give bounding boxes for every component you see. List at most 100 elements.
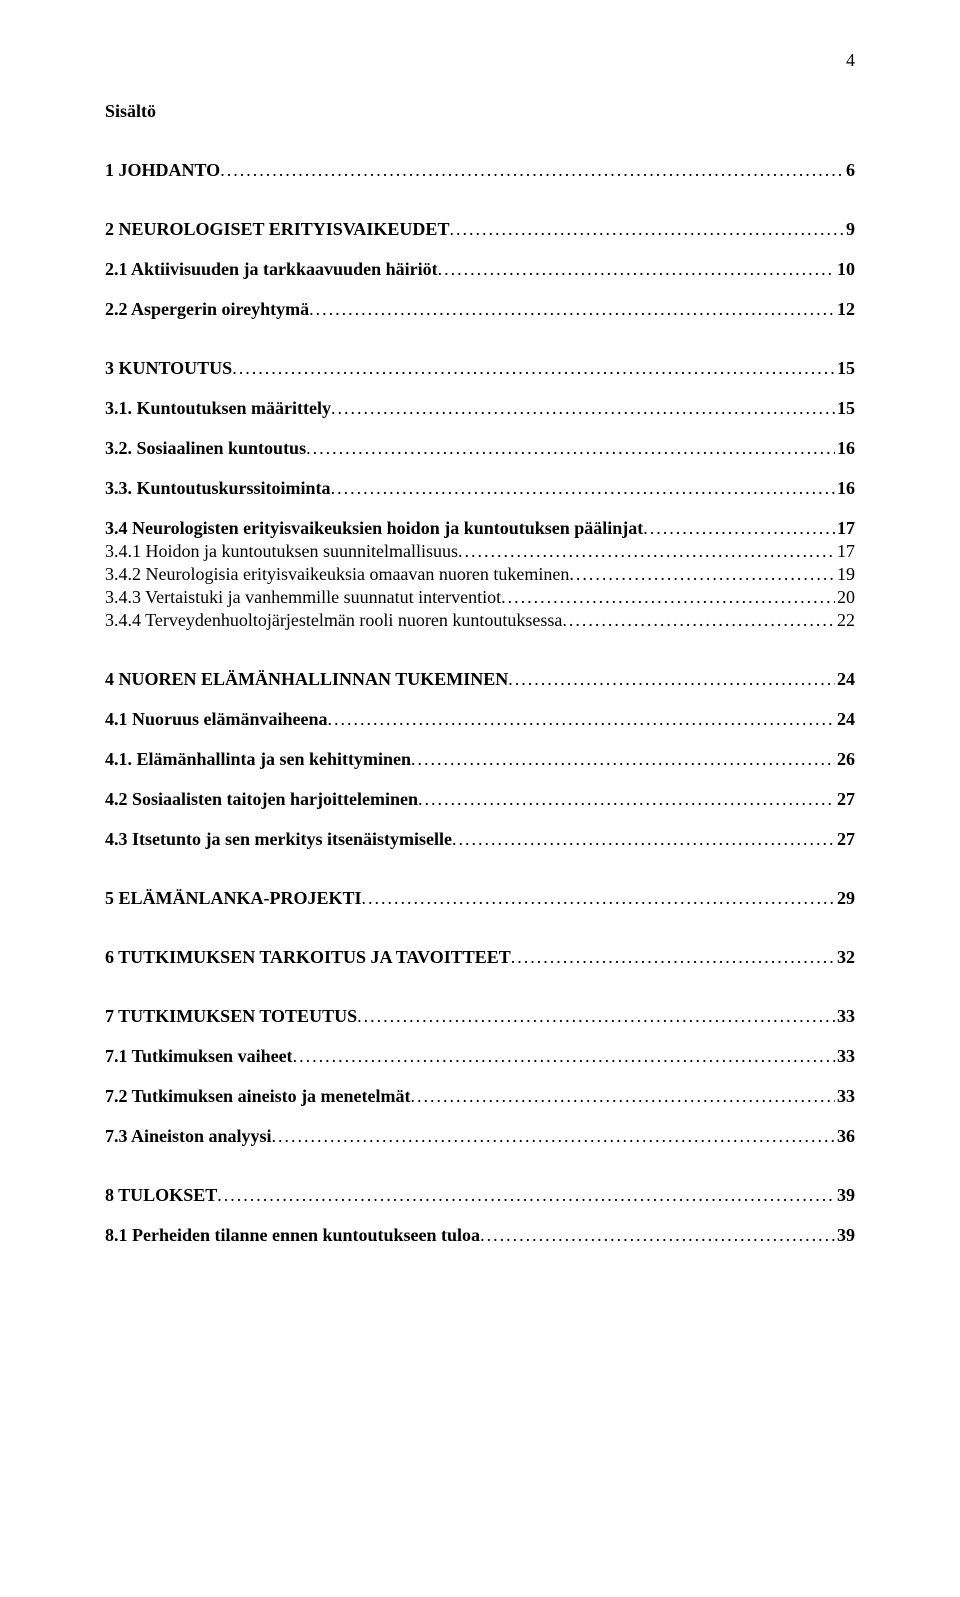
toc-entry-label: 4 NUOREN ELÄMÄNHALLINNAN TUKEMINEN <box>105 669 508 690</box>
toc-entry-label: 2.1 Aktiivisuuden ja tarkkaavuuden häiri… <box>105 259 438 280</box>
toc-entry-label: 8.1 Perheiden tilanne ennen kuntoutuksee… <box>105 1225 480 1246</box>
toc-entry-page: 24 <box>835 709 855 730</box>
toc-entry-label: 4.1. Elämänhallinta ja sen kehittyminen <box>105 749 411 770</box>
toc-entry-label: 3.4.3 Vertaistuki ja vanhemmille suunnat… <box>105 587 501 608</box>
toc-entry: 7.3 Aineiston analyysi 36 <box>105 1126 855 1147</box>
page-number: 4 <box>105 50 855 71</box>
toc-entry-page: 36 <box>835 1126 855 1147</box>
toc-entry: 3.3. Kuntoutuskurssitoiminta16 <box>105 478 855 499</box>
toc-leader-dots <box>411 749 835 770</box>
toc-entry-page: 33 <box>835 1086 855 1107</box>
toc-entry: 4.1 Nuoruus elämänvaiheena 24 <box>105 709 855 730</box>
toc-entry-label: 4.1 Nuoruus elämänvaiheena <box>105 709 328 730</box>
toc-entry-label: 6 TUTKIMUKSEN TARKOITUS JA TAVOITTEET <box>105 947 511 968</box>
toc-leader-dots <box>220 160 844 181</box>
toc-entry-page: 33 <box>835 1006 855 1027</box>
toc-entry-page: 12 <box>835 299 855 320</box>
toc-entry-page: 39 <box>835 1185 855 1206</box>
toc-entry: 7 TUTKIMUKSEN TOTEUTUS 33 <box>105 1006 855 1027</box>
toc-leader-dots <box>328 709 835 730</box>
toc-leader-dots <box>217 1185 835 1206</box>
toc-entry: 4.2 Sosiaalisten taitojen harjoittelemin… <box>105 789 855 810</box>
toc-leader-dots <box>331 398 835 419</box>
toc-title: Sisältö <box>105 101 855 122</box>
toc-entry-page: 22 <box>835 610 855 631</box>
toc-leader-dots <box>438 259 835 280</box>
toc-entry-label: 3.4.2 Neurologisia erityisvaikeuksia oma… <box>105 564 569 585</box>
toc-entry-page: 17 <box>835 541 855 562</box>
toc-leader-dots <box>357 1006 835 1027</box>
toc-leader-dots <box>362 888 835 909</box>
toc-entry: 6 TUTKIMUKSEN TARKOITUS JA TAVOITTEET 32 <box>105 947 855 968</box>
toc-entry-label: 5 ELÄMÄNLANKA-PROJEKTI <box>105 888 362 909</box>
toc-entry: 2.1 Aktiivisuuden ja tarkkaavuuden häiri… <box>105 259 855 280</box>
toc-entry-label: 2.2 Aspergerin oireyhtymä <box>105 299 309 320</box>
toc-entry-label: 3.4.4 Terveydenhuoltojärjestelmän rooli … <box>105 610 562 631</box>
toc-entry-page: 15 <box>835 358 855 379</box>
toc-entry: 4.3 Itsetunto ja sen merkitys itsenäisty… <box>105 829 855 850</box>
toc-entry: 3 KUNTOUTUS 15 <box>105 358 855 379</box>
toc-entry-page: 27 <box>835 829 855 850</box>
toc-entry-label: 7.2 Tutkimuksen aineisto ja menetelmät <box>105 1086 411 1107</box>
toc-entry-label: 4.3 Itsetunto ja sen merkitys itsenäisty… <box>105 829 452 850</box>
toc-leader-dots <box>508 669 835 690</box>
toc-entry-page: 26 <box>835 749 855 770</box>
toc-entry-label: 3.3. Kuntoutuskurssitoiminta <box>105 478 331 499</box>
toc-entry-page: 6 <box>844 160 855 181</box>
toc-entry-page: 9 <box>844 219 855 240</box>
toc-entry: 4 NUOREN ELÄMÄNHALLINNAN TUKEMINEN 24 <box>105 669 855 690</box>
toc-entry-page: 17 <box>835 518 855 539</box>
toc-entry: 1 JOHDANTO 6 <box>105 160 855 181</box>
toc-leader-dots <box>458 541 835 562</box>
toc-entry-label: 3 KUNTOUTUS <box>105 358 232 379</box>
toc-entry-page: 19 <box>835 564 855 585</box>
toc-entry: 3.4.1 Hoidon ja kuntoutuksen suunnitelma… <box>105 541 855 562</box>
toc-leader-dots <box>511 947 835 968</box>
toc-leader-dots <box>569 564 835 585</box>
toc-entry-page: 15 <box>835 398 855 419</box>
toc-entry: 2 NEUROLOGISET ERITYISVAIKEUDET 9 <box>105 219 855 240</box>
toc-entry: 8.1 Perheiden tilanne ennen kuntoutuksee… <box>105 1225 855 1246</box>
toc-entry: 3.2. Sosiaalinen kuntoutus 16 <box>105 438 855 459</box>
toc-leader-dots <box>272 1126 835 1147</box>
toc-leader-dots <box>411 1086 835 1107</box>
toc-leader-dots <box>309 299 835 320</box>
toc-entry-label: 4.2 Sosiaalisten taitojen harjoittelemin… <box>105 789 418 810</box>
toc-leader-dots <box>562 610 835 631</box>
toc-entry-page: 16 <box>835 438 855 459</box>
toc-leader-dots <box>452 829 835 850</box>
toc-entry-label: 7 TUTKIMUKSEN TOTEUTUS <box>105 1006 357 1027</box>
toc-entry-label: 1 JOHDANTO <box>105 160 220 181</box>
toc-leader-dots <box>293 1046 835 1067</box>
toc-entry-page: 33 <box>835 1046 855 1067</box>
toc-entry-label: 7.3 Aineiston analyysi <box>105 1126 272 1147</box>
toc-entry: 2.2 Aspergerin oireyhtymä 12 <box>105 299 855 320</box>
toc-entry-page: 27 <box>835 789 855 810</box>
toc-entry: 3.1. Kuntoutuksen määrittely 15 <box>105 398 855 419</box>
toc-entry-page: 32 <box>835 947 855 968</box>
toc-entry: 3.4.2 Neurologisia erityisvaikeuksia oma… <box>105 564 855 585</box>
toc-entry: 8 TULOKSET 39 <box>105 1185 855 1206</box>
toc-entry-page: 20 <box>835 587 855 608</box>
toc-entry-page: 24 <box>835 669 855 690</box>
toc-entry-label: 3.4 Neurologisten erityisvaikeuksien hoi… <box>105 518 643 539</box>
toc-leader-dots <box>449 219 844 240</box>
toc-entry-page: 29 <box>835 888 855 909</box>
toc-entry-label: 8 TULOKSET <box>105 1185 217 1206</box>
toc-entry-label: 3.4.1 Hoidon ja kuntoutuksen suunnitelma… <box>105 541 458 562</box>
toc-entry: 7.1 Tutkimuksen vaiheet 33 <box>105 1046 855 1067</box>
toc-entry-label: 3.1. Kuntoutuksen määrittely <box>105 398 331 419</box>
toc-entry: 4.1. Elämänhallinta ja sen kehittyminen 2… <box>105 749 855 770</box>
toc-entry: 3.4.3 Vertaistuki ja vanhemmille suunnat… <box>105 587 855 608</box>
toc-entry-label: 7.1 Tutkimuksen vaiheet <box>105 1046 293 1067</box>
toc-leader-dots <box>232 358 835 379</box>
toc-leader-dots <box>643 518 835 539</box>
toc-entry-page: 39 <box>835 1225 855 1246</box>
toc-leader-dots <box>418 789 835 810</box>
toc-leader-dots <box>480 1225 835 1246</box>
toc-entry-label: 3.2. Sosiaalinen kuntoutus <box>105 438 306 459</box>
toc-entry-label: 2 NEUROLOGISET ERITYISVAIKEUDET <box>105 219 449 240</box>
toc-entry: 3.4 Neurologisten erityisvaikeuksien hoi… <box>105 518 855 539</box>
toc-leader-dots <box>501 587 835 608</box>
toc-entry: 3.4.4 Terveydenhuoltojärjestelmän rooli … <box>105 610 855 631</box>
